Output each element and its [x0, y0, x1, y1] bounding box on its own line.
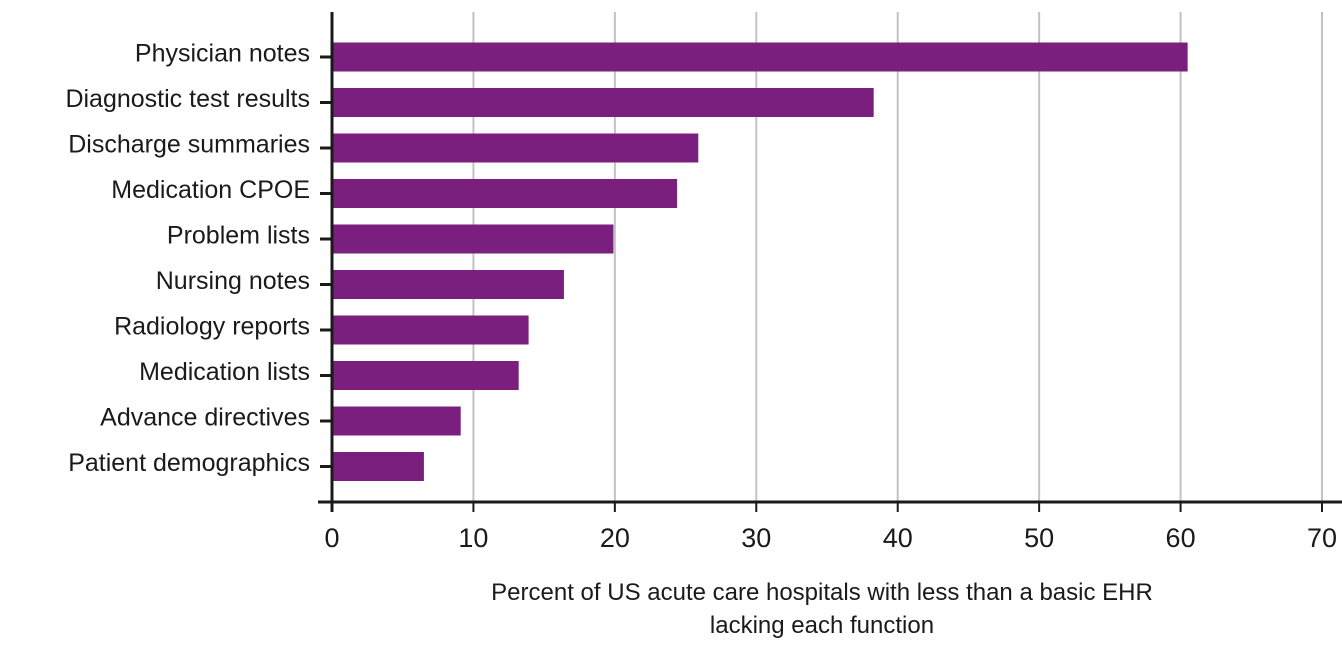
x-axis-title-line-1: Percent of US acute care hospitals with … [491, 579, 1153, 606]
x-tick-label: 10 [458, 523, 488, 553]
bar [332, 224, 614, 254]
bar [332, 133, 699, 163]
bar [332, 452, 424, 481]
x-axis-title-line-2: lacking each function [710, 612, 934, 639]
category-label: Problem lists [167, 222, 310, 250]
x-tick-label: 40 [883, 523, 913, 553]
grid-lines [331, 12, 1323, 512]
category-labels: Physician notes Diagnostic test results Di… [65, 40, 332, 477]
bar [332, 315, 529, 345]
category-label: Nursing notes [156, 267, 310, 295]
x-tick-label: 70 [1307, 523, 1337, 553]
category-label: Diagnostic test results [65, 85, 310, 113]
bar [332, 406, 461, 436]
axes [318, 12, 1342, 512]
x-tick-labels: 0 10 20 30 40 50 60 70 [324, 523, 1337, 553]
category-label: Medication CPOE [111, 176, 310, 204]
category-label: Patient demographics [68, 449, 310, 477]
x-tick-label: 20 [600, 523, 630, 553]
bar [332, 270, 564, 299]
bar [332, 42, 1188, 72]
category-label: Radiology reports [114, 313, 310, 341]
bar [332, 361, 519, 390]
category-label: Discharge summaries [68, 131, 310, 159]
bars [332, 42, 1188, 481]
x-tick-label: 0 [324, 523, 339, 553]
category-label: Medication lists [139, 358, 310, 386]
x-tick-label: 30 [741, 523, 771, 553]
x-tick-label: 50 [1024, 523, 1054, 553]
bar [332, 88, 874, 117]
category-label: Advance directives [100, 404, 310, 432]
category-label: Physician notes [135, 40, 310, 68]
bar [332, 179, 678, 208]
x-tick-label: 60 [1166, 523, 1196, 553]
